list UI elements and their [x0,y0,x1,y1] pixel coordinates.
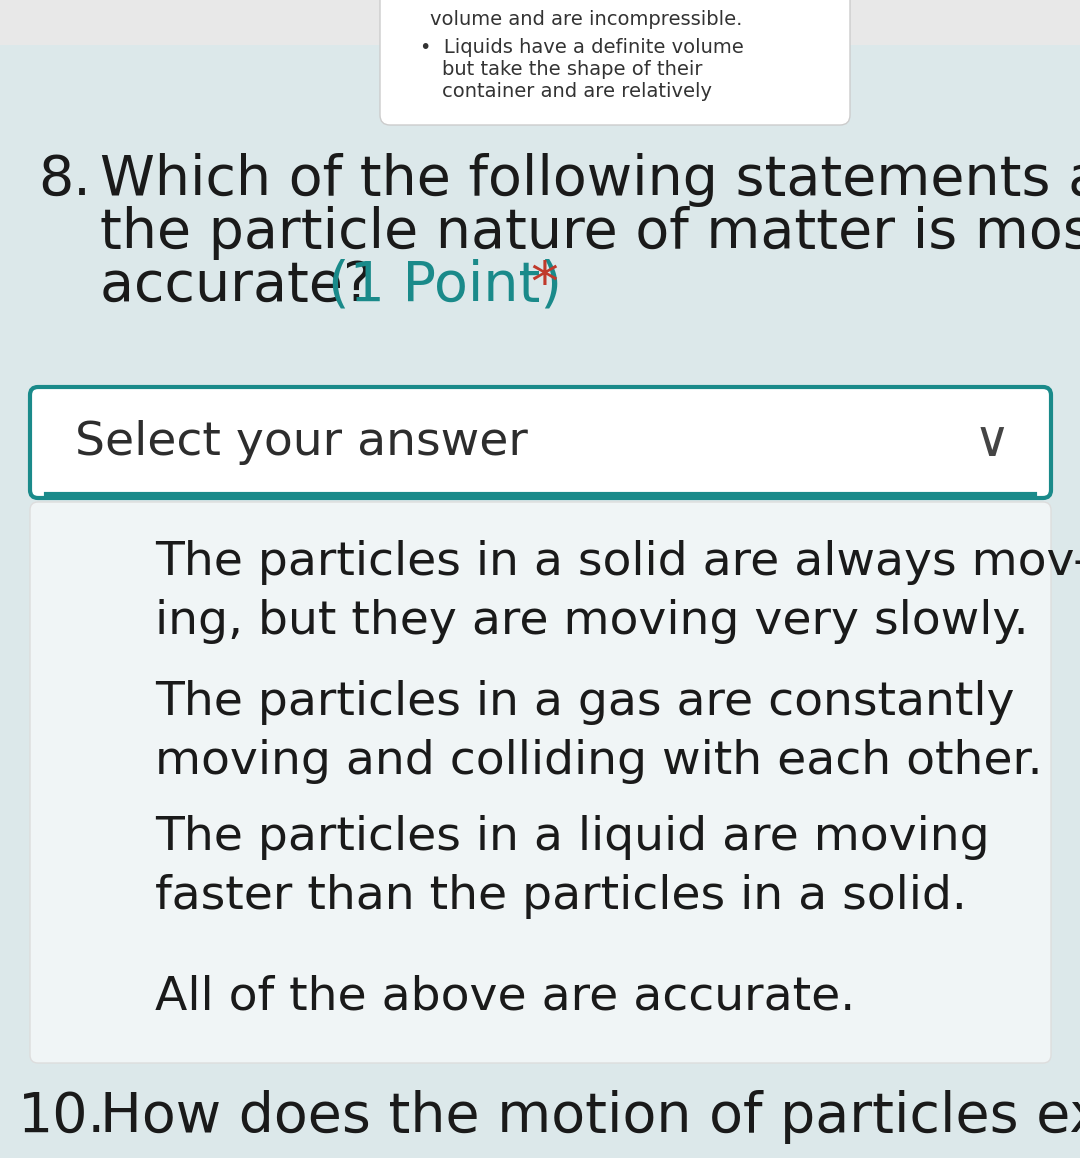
Text: but take the shape of their: but take the shape of their [442,60,702,79]
Text: volume and are incompressible.: volume and are incompressible. [430,10,742,29]
Bar [840,0,1080,45]
Text: (1 Point): (1 Point) [328,259,562,313]
Bar [0,0,380,45]
Text: How does the motion of particles explain: How does the motion of particles explain [100,1090,1080,1144]
Text: The particles in a liquid are moving
faster than the particles in a solid.: The particles in a liquid are moving fas… [156,815,989,919]
Text: container and are relatively: container and are relatively [442,82,712,101]
FancyBboxPatch shape [380,0,850,125]
Text: 8.: 8. [38,153,91,207]
Text: the particle nature of matter is most: the particle nature of matter is most [100,206,1080,261]
Text: accurate?: accurate? [100,259,390,313]
Text: Select your answer: Select your answer [75,420,528,466]
Text: *: * [530,259,558,313]
Text: ∨: ∨ [973,418,1010,467]
Text: The particles in a solid are always mov-
ing, but they are moving very slowly.: The particles in a solid are always mov-… [156,540,1080,644]
Text: •  Liquids have a definite volume: • Liquids have a definite volume [420,38,744,57]
Text: All of the above are accurate.: All of the above are accurate. [156,975,855,1020]
Text: Which of the following statements about: Which of the following statements about [100,153,1080,207]
Text: 10.: 10. [18,1090,106,1144]
Text: The particles in a gas are constantly
moving and colliding with each other.: The particles in a gas are constantly mo… [156,680,1042,784]
FancyBboxPatch shape [30,503,1051,1063]
FancyBboxPatch shape [30,387,1051,498]
